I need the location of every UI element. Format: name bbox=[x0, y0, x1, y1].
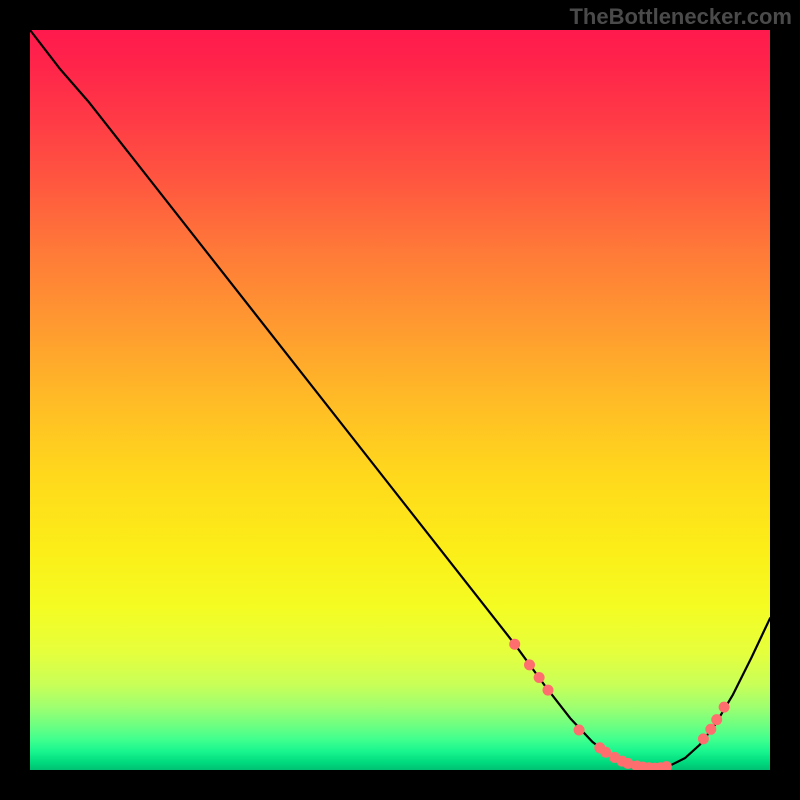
data-point-marker bbox=[574, 725, 584, 735]
data-point-marker bbox=[712, 715, 722, 725]
data-point-marker bbox=[706, 724, 716, 734]
bottleneck-chart bbox=[0, 0, 800, 800]
chart-container: TheBottlenecker.com bbox=[0, 0, 800, 800]
data-point-marker bbox=[719, 702, 729, 712]
data-point-marker bbox=[534, 673, 544, 683]
data-point-marker bbox=[510, 639, 520, 649]
data-point-marker bbox=[601, 747, 611, 757]
data-point-marker bbox=[525, 660, 535, 670]
data-point-marker bbox=[543, 685, 553, 695]
plot-background-gradient bbox=[30, 30, 770, 770]
data-point-marker bbox=[698, 734, 708, 744]
